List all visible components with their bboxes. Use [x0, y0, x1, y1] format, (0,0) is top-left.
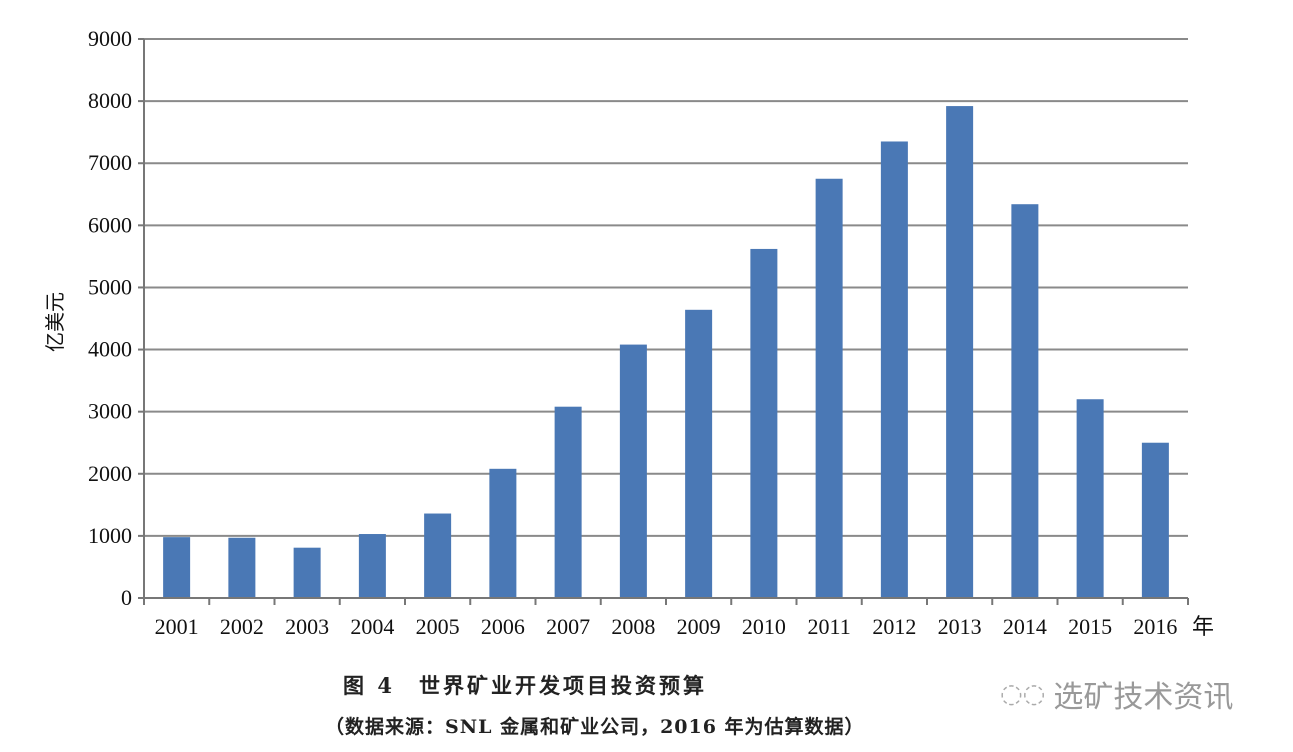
y-tick-label: 5000	[88, 274, 132, 299]
y-tick-label: 2000	[88, 461, 132, 486]
bar-chart: 0 1000 2000 3000 4000 5000 6000 7000 8000 9000 200…	[43, 26, 1214, 640]
y-tick-label: 4000	[88, 337, 132, 362]
y-axis-label: 亿美元	[43, 292, 67, 352]
wechat-icon: ◌◌	[1000, 679, 1046, 709]
x-tick-label: 2007	[546, 614, 590, 639]
bar-2007	[554, 406, 582, 598]
bar-2013	[946, 106, 974, 598]
y-tick-label: 9000	[88, 26, 132, 51]
x-tick-label: 2008	[611, 614, 655, 639]
x-tick-label: 2015	[1068, 614, 1112, 639]
y-tick-label: 0	[121, 585, 132, 610]
x-tick-label: 2003	[285, 614, 329, 639]
x-axis-label: 年	[1192, 615, 1214, 640]
x-tick-label: 2010	[742, 614, 786, 639]
x-tick-label: 2016	[1133, 614, 1177, 639]
bar-2012	[880, 141, 908, 598]
figure-caption: 图 4 世界矿业开发项目投资预算	[343, 673, 707, 698]
x-tick-label: 2011	[808, 614, 851, 639]
bar-2006	[489, 468, 517, 598]
x-tick-label: 2002	[220, 614, 264, 639]
y-tick-label: 8000	[88, 88, 132, 113]
x-tick-label: 2014	[1003, 614, 1047, 639]
y-tick-label: 7000	[88, 150, 132, 175]
x-tick-label: 2009	[677, 614, 721, 639]
y-tick-label: 1000	[88, 523, 132, 548]
x-tick-label: 2004	[350, 614, 394, 639]
bar-2005	[424, 513, 452, 598]
bar-2016	[1141, 442, 1169, 598]
bar-2004	[358, 534, 386, 598]
bar-2008	[619, 344, 647, 598]
y-tick-label: 6000	[88, 212, 132, 237]
figure-source-note: （数据来源：SNL 金属和矿业公司，2016 年为估算数据）	[325, 716, 865, 738]
x-tick-label: 2005	[416, 614, 460, 639]
bar-2001	[163, 537, 191, 598]
watermark-text: 选矿技术资讯	[1053, 680, 1234, 715]
bar-2014	[1011, 204, 1039, 598]
bar-2009	[685, 309, 713, 598]
bar-2003	[293, 547, 321, 598]
x-tick-label: 2001	[155, 614, 199, 639]
bar-2010	[750, 248, 778, 599]
watermark: ◌◌ 选矿技术资讯	[1000, 672, 1233, 716]
x-tick-label: 2013	[938, 614, 982, 639]
bar-2002	[228, 537, 256, 598]
x-tick-label: 2012	[872, 614, 916, 639]
bar-2011	[815, 178, 843, 598]
y-tick-label: 3000	[88, 399, 132, 424]
x-tick-label: 2006	[481, 614, 525, 639]
bar-2015	[1076, 399, 1104, 598]
